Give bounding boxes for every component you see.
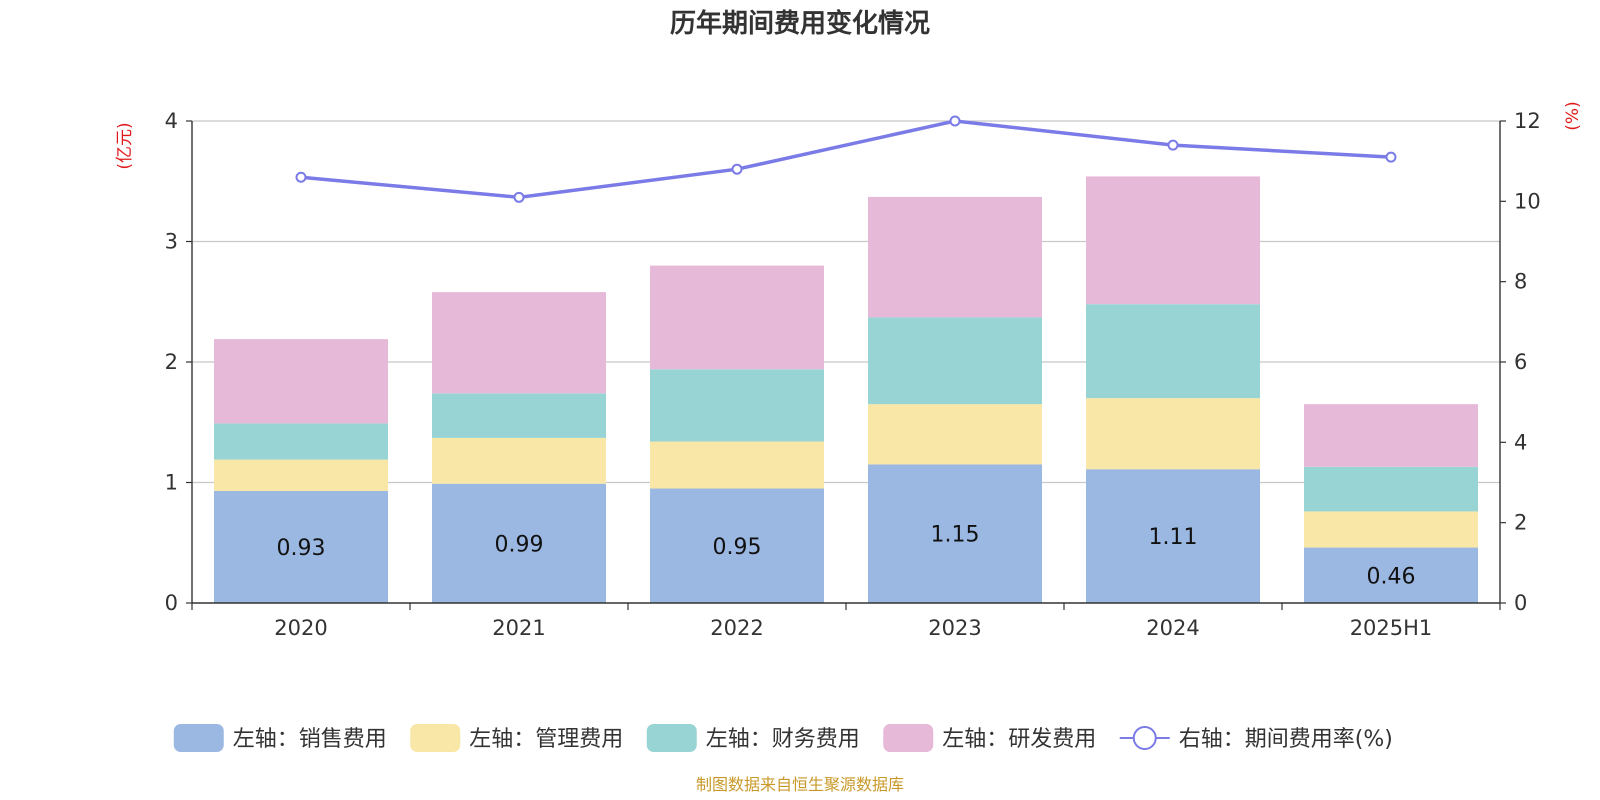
bar-segment-2 — [214, 459, 388, 491]
bar-segment-2 — [1086, 398, 1260, 470]
bar-segment-1 — [214, 490, 388, 603]
right-tick-label: 12 — [1514, 109, 1541, 133]
left-tick-label: 1 — [165, 471, 178, 495]
rate-point — [513, 191, 525, 203]
bar-segment-2 — [1304, 511, 1478, 548]
bar-segment-2 — [868, 404, 1042, 465]
bar-data-label: 1.15 — [931, 523, 980, 548]
bar-segment-4 — [868, 196, 1042, 318]
x-tick-label: 2024 — [1146, 616, 1199, 640]
right-tick-label: 6 — [1514, 350, 1527, 374]
rate-point — [731, 163, 743, 175]
rate-point — [1385, 151, 1397, 163]
left-tick-label: 4 — [165, 109, 178, 133]
legend: 左轴：销售费用 左轴：管理费用 左轴：财务费用 左轴：研发费用 右轴：期间费用率(%) — [173, 724, 1393, 752]
line-series-group — [295, 115, 1397, 203]
bar-segment-4 — [432, 292, 606, 394]
bar-segment-1 — [650, 488, 824, 603]
bar-data-label: 0.99 — [495, 532, 544, 557]
bar-segment-3 — [432, 393, 606, 438]
chart-title: 历年期间费用变化情况 — [670, 8, 930, 39]
rate-point — [1167, 139, 1179, 151]
bar-data-label: 0.46 — [1367, 564, 1416, 589]
bar-segment-1 — [1086, 469, 1260, 603]
bar-segment-1 — [432, 483, 606, 603]
legend-swatch — [173, 724, 224, 752]
left-tick-label: 2 — [165, 350, 178, 374]
x-tick-label: 2025H1 — [1350, 616, 1433, 640]
right-axis-unit: (%) — [1563, 101, 1583, 130]
bar-segment-3 — [214, 423, 388, 460]
legend-label: 左轴：销售费用 — [233, 727, 387, 752]
right-tick-label: 0 — [1514, 591, 1527, 615]
x-tick-label: 2021 — [492, 616, 545, 640]
bar-data-label: 0.93 — [277, 536, 326, 561]
legend-swatch — [410, 724, 461, 752]
rate-line — [300, 119, 1392, 200]
bars-group — [214, 176, 1478, 603]
x-tick-label: 2022 — [710, 616, 763, 640]
x-tick-label: 2020 — [274, 616, 327, 640]
bar-data-label: 0.95 — [713, 535, 762, 560]
bar-segment-4 — [650, 265, 824, 370]
bar-segment-1 — [1304, 547, 1478, 603]
legend-label: 左轴：管理费用 — [469, 727, 623, 752]
bar-segment-4 — [214, 339, 388, 424]
bar-segment-3 — [1086, 304, 1260, 399]
bar-segment-2 — [650, 441, 824, 489]
bar-labels-group: 0.93 0.99 0.95 1.15 1.11 0.46 — [277, 523, 1416, 590]
right-tick-label: 8 — [1514, 270, 1527, 294]
left-tick-label: 3 — [165, 230, 178, 254]
legend-swatch — [646, 724, 697, 752]
x-tick-label: 2023 — [928, 616, 981, 640]
rate-point — [295, 171, 307, 183]
right-tick-label: 4 — [1514, 430, 1527, 454]
grid-lines — [192, 120, 1500, 484]
legend-label: 左轴：研发费用 — [942, 727, 1096, 752]
bar-data-label: 1.11 — [1149, 525, 1198, 550]
bar-segment-1 — [868, 464, 1042, 603]
left-axis-unit: (亿元) — [115, 122, 135, 169]
right-tick-label: 10 — [1514, 189, 1541, 213]
bar-segment-3 — [1304, 466, 1478, 512]
source-note: 制图数据来自恒生聚源数据库 — [696, 775, 904, 794]
rate-point — [949, 115, 961, 127]
legend-swatch — [883, 724, 934, 752]
legend-label: 左轴：财务费用 — [706, 727, 860, 752]
bar-segment-3 — [650, 369, 824, 442]
bar-segment-4 — [1304, 404, 1478, 467]
bar-segment-2 — [432, 437, 606, 484]
right-tick-label: 2 — [1514, 511, 1527, 535]
legend-circle-marker — [1132, 726, 1157, 750]
bar-segment-3 — [868, 317, 1042, 405]
bar-segment-4 — [1086, 176, 1260, 305]
legend-label: 右轴：期间费用率(%) — [1179, 727, 1393, 752]
left-tick-label: 0 — [165, 591, 178, 615]
